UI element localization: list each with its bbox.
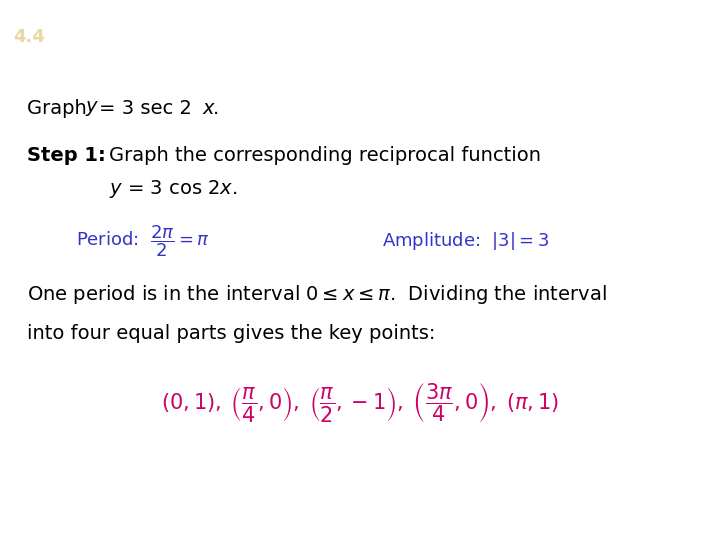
Text: $y$: $y$ [85, 99, 99, 118]
Text: Step 1:: Step 1: [27, 146, 106, 165]
Text: = 3 sec 2: = 3 sec 2 [99, 99, 192, 118]
Text: sec: sec [319, 27, 376, 47]
Text: $y$ = 3 cos 2$x$.: $y$ = 3 cos 2$x$. [109, 178, 238, 200]
Text: Copyright © 2013, 2009, 2005 Pearson Education, Inc.: Copyright © 2013, 2009, 2005 Pearson Edu… [238, 516, 543, 525]
Text: $(0,1),\;\left(\dfrac{\pi}{4},0\right),\;\left(\dfrac{\pi}{2},-1\right),\;\left(: $(0,1),\;\left(\dfrac{\pi}{4},0\right),\… [161, 381, 559, 424]
Text: One period is in the interval $0 \leq x \leq \pi$.  Dividing the interval: One period is in the interval $0 \leq x … [27, 284, 607, 306]
Text: (page 172): (page 172) [389, 28, 490, 46]
Text: $x$: $x$ [202, 99, 216, 118]
Text: into four equal parts gives the key points:: into four equal parts gives the key poin… [27, 324, 436, 343]
Text: =: = [283, 27, 317, 47]
Text: Graph the corresponding reciprocal function: Graph the corresponding reciprocal funct… [109, 146, 541, 165]
Text: Period:  $\dfrac{2\pi}{2} = \pi$: Period: $\dfrac{2\pi}{2} = \pi$ [76, 224, 210, 259]
Text: .: . [213, 99, 220, 118]
Text: Example 1  Graphing: Example 1 Graphing [45, 27, 314, 47]
Text: PEARSON: PEARSON [544, 510, 655, 531]
Text: ALWAYS LEARNING: ALWAYS LEARNING [13, 516, 104, 525]
Text: $a$: $a$ [305, 27, 320, 47]
Text: $y$: $y$ [266, 27, 282, 47]
Text: 50: 50 [693, 511, 714, 530]
Text: Graph: Graph [27, 99, 94, 118]
Text: $bx$: $bx$ [358, 27, 387, 47]
Text: 4.4: 4.4 [13, 28, 45, 46]
Text: Amplitude:  $|3| = 3$: Amplitude: $|3| = 3$ [382, 231, 549, 252]
